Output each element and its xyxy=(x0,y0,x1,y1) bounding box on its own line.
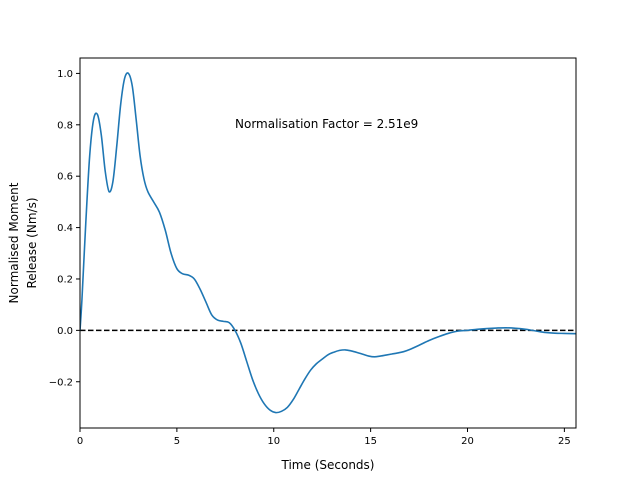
normalisation-annotation: Normalisation Factor = 2.51e9 xyxy=(235,117,418,131)
series-line-0 xyxy=(80,72,576,414)
x-tick-label: 25 xyxy=(558,436,571,447)
y-tick-label: −0.2 xyxy=(49,377,73,388)
plot-frame xyxy=(79,57,577,429)
y-tick-label: 0.2 xyxy=(57,274,73,285)
y-tick-label: 0.0 xyxy=(57,326,73,337)
y-axis-label-line-1: Normalised Moment xyxy=(7,182,21,303)
y-tick-label: 1.0 xyxy=(57,69,73,80)
y-tick-label: 0.6 xyxy=(57,172,73,183)
y-axis-label-line-2: Release (Nm/s) xyxy=(25,197,39,288)
x-axis-label: Time (Seconds) xyxy=(281,458,375,472)
plot-content xyxy=(80,72,576,414)
y-axis-label: Normalised Moment Release (Nm/s) xyxy=(7,182,39,303)
x-tick-label: 10 xyxy=(267,436,280,447)
x-axis-ticks: 0 5 10 15 20 25 xyxy=(77,428,571,447)
x-tick-label: 0 xyxy=(77,436,83,447)
y-axis-ticks: −0.2 0.0 0.2 0.4 0.6 0.8 1.0 xyxy=(49,69,80,388)
x-tick-label: 20 xyxy=(461,436,474,447)
y-tick-label: 0.4 xyxy=(57,223,73,234)
plot-background xyxy=(80,58,576,428)
x-tick-label: 5 xyxy=(174,436,180,447)
y-tick-label: 0.8 xyxy=(57,120,73,131)
x-tick-label: 15 xyxy=(364,436,377,447)
